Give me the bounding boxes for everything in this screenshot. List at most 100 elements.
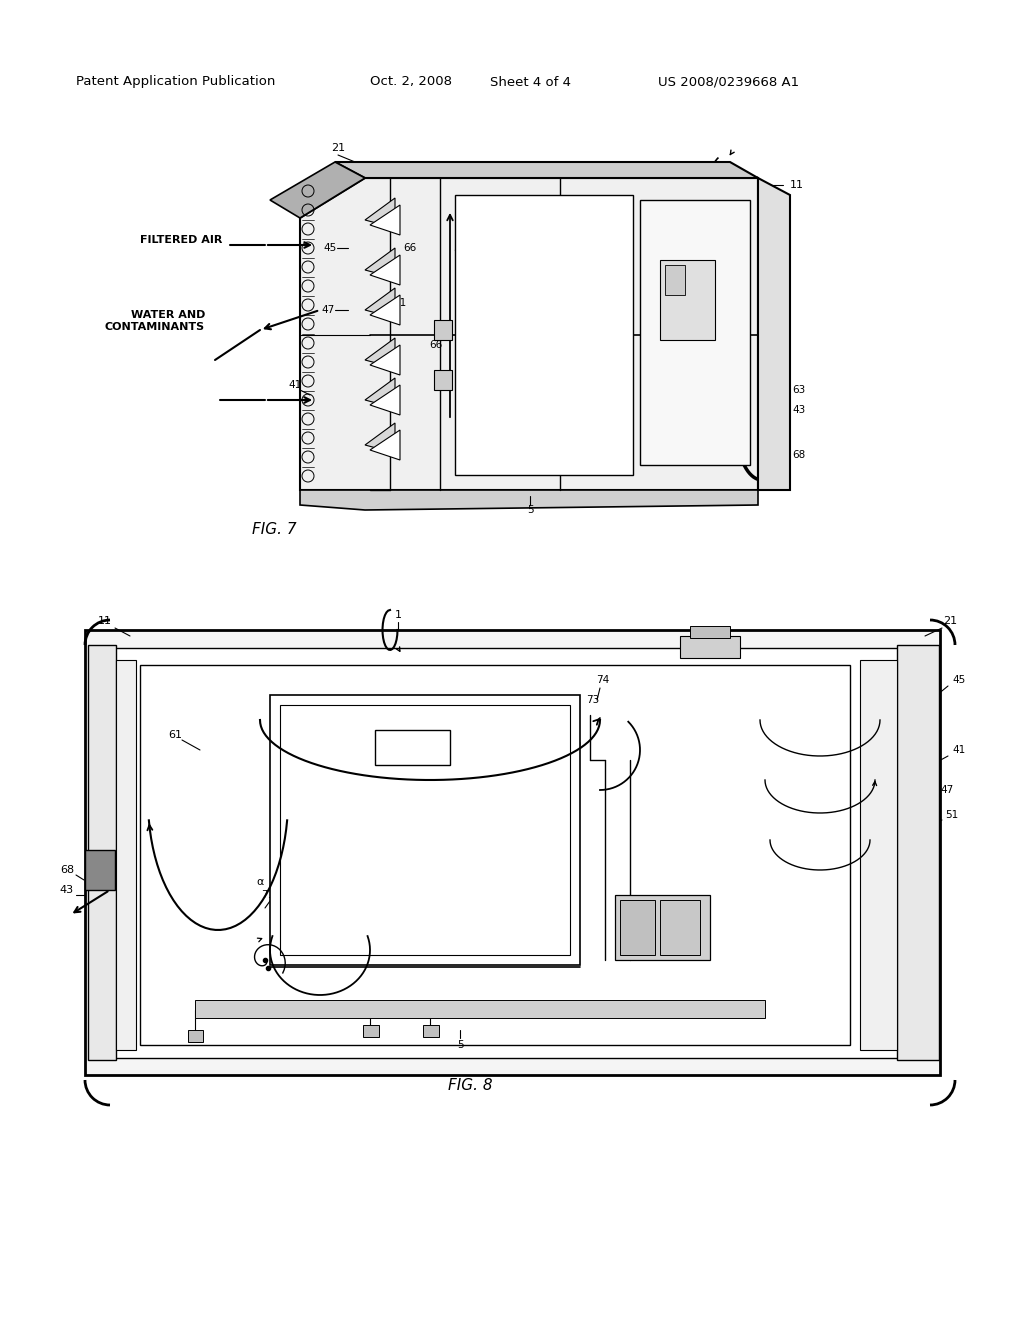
Bar: [897, 645, 939, 1060]
Text: ~: ~: [439, 858, 446, 866]
Text: 43: 43: [59, 884, 74, 895]
Text: 66: 66: [403, 243, 417, 253]
Text: 41: 41: [289, 380, 302, 389]
Bar: [620, 900, 655, 954]
Polygon shape: [300, 490, 758, 510]
Text: 43: 43: [792, 405, 805, 414]
Text: 32': 32': [403, 742, 423, 755]
Bar: [270, 696, 580, 965]
Text: 61: 61: [168, 730, 182, 741]
Polygon shape: [370, 205, 400, 235]
Text: 68: 68: [59, 865, 74, 875]
Text: Oct. 2, 2008: Oct. 2, 2008: [370, 75, 452, 88]
Text: 51: 51: [945, 810, 958, 820]
Text: 11: 11: [790, 180, 804, 190]
Text: US 2008/0239668 A1: US 2008/0239668 A1: [658, 75, 799, 88]
Text: 55: 55: [468, 380, 481, 389]
Text: 55: 55: [523, 305, 537, 315]
Text: 68: 68: [792, 450, 805, 459]
Text: Patent Application Publication: Patent Application Publication: [76, 75, 275, 88]
Bar: [88, 645, 116, 1060]
Bar: [690, 626, 730, 638]
Text: 47: 47: [940, 785, 953, 795]
Text: 66: 66: [539, 755, 552, 766]
Text: 47: 47: [322, 305, 335, 315]
Polygon shape: [270, 162, 365, 218]
Text: 45: 45: [952, 675, 966, 685]
Bar: [188, 1030, 203, 1041]
Text: 55: 55: [454, 243, 467, 253]
Polygon shape: [300, 178, 758, 490]
Bar: [660, 900, 700, 954]
Text: FIG. 7: FIG. 7: [252, 523, 297, 537]
Bar: [116, 660, 136, 1049]
Polygon shape: [365, 248, 395, 279]
Text: 66: 66: [443, 785, 457, 795]
Bar: [434, 319, 452, 341]
Bar: [423, 1026, 439, 1038]
Text: α: α: [256, 876, 264, 887]
Text: 70: 70: [568, 741, 582, 750]
Text: 1: 1: [394, 610, 401, 620]
Polygon shape: [335, 162, 758, 178]
Text: 21: 21: [943, 616, 957, 626]
Polygon shape: [365, 198, 395, 228]
Text: 45: 45: [324, 243, 337, 253]
Bar: [455, 195, 633, 475]
Text: 72: 72: [289, 865, 302, 875]
Polygon shape: [370, 294, 400, 325]
Text: 21: 21: [331, 143, 345, 153]
Polygon shape: [365, 422, 395, 453]
Polygon shape: [370, 385, 400, 414]
Text: 66: 66: [443, 954, 457, 965]
Text: 31: 31: [431, 865, 444, 875]
Text: 32: 32: [538, 279, 552, 292]
Text: ~: ~: [509, 247, 517, 257]
Text: CONTAMINANTS: CONTAMINANTS: [104, 322, 205, 333]
Text: 61: 61: [662, 243, 675, 253]
Text: 11: 11: [98, 616, 112, 626]
Text: 66: 66: [429, 341, 442, 350]
Text: 41: 41: [952, 744, 966, 755]
Text: 66: 66: [388, 861, 401, 870]
Bar: [640, 201, 750, 465]
Text: 32: 32: [503, 234, 517, 247]
Text: FILTERED AIR: FILTERED AIR: [139, 235, 222, 246]
Polygon shape: [758, 178, 790, 490]
Text: 31: 31: [566, 755, 580, 766]
Bar: [615, 895, 710, 960]
Bar: [140, 665, 850, 1045]
Text: 5: 5: [526, 506, 534, 515]
Bar: [665, 265, 685, 294]
Bar: [85, 630, 940, 1074]
Bar: [660, 260, 715, 341]
Polygon shape: [365, 288, 395, 318]
Polygon shape: [370, 345, 400, 375]
Polygon shape: [365, 378, 395, 408]
Bar: [860, 660, 897, 1049]
Bar: [680, 636, 740, 657]
Bar: [434, 370, 452, 389]
Text: 55: 55: [525, 375, 539, 385]
Bar: [195, 1001, 765, 1018]
Text: 63: 63: [792, 385, 805, 395]
Text: FIG. 8: FIG. 8: [447, 1077, 493, 1093]
Text: 5: 5: [457, 1040, 463, 1049]
Text: 31: 31: [551, 380, 564, 389]
Bar: [362, 1026, 379, 1038]
Bar: [375, 730, 450, 766]
Text: 51: 51: [393, 298, 407, 308]
Text: 71: 71: [261, 890, 274, 900]
Text: 31: 31: [488, 380, 502, 389]
Bar: [85, 850, 115, 890]
Polygon shape: [365, 338, 395, 368]
Text: Sheet 4 of 4: Sheet 4 of 4: [490, 75, 571, 88]
Text: WATER AND: WATER AND: [131, 310, 205, 319]
Text: 66: 66: [403, 865, 417, 875]
Bar: [280, 705, 570, 954]
Bar: [112, 648, 912, 1059]
Text: 31: 31: [473, 785, 486, 795]
Text: 74: 74: [596, 675, 609, 685]
Polygon shape: [370, 430, 400, 459]
Text: 73: 73: [587, 696, 600, 705]
